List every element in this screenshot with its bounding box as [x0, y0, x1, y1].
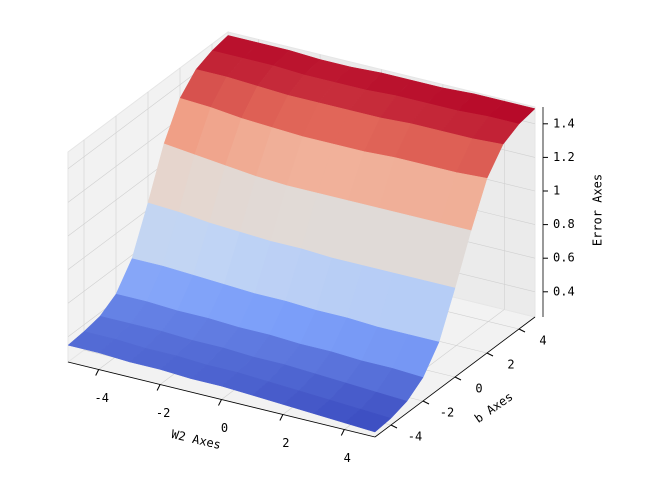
x-tick [156, 384, 161, 391]
y-tick [518, 328, 526, 333]
z-tick-label: 1.2 [553, 150, 575, 164]
z-tick-label: 1.4 [553, 116, 575, 130]
z-axis-label: Error Axes [591, 174, 605, 246]
y-tick-label: 0 [475, 382, 482, 396]
z-tick-label: 0.4 [553, 284, 575, 298]
x-tick-label: 2 [282, 436, 289, 450]
z-tick-label: 0.6 [553, 251, 575, 265]
y-tick-label: 4 [539, 334, 546, 348]
y-tick [390, 424, 398, 429]
y-tick-label: 2 [507, 358, 514, 372]
x-tick-label: -2 [156, 406, 170, 420]
x-tick [95, 369, 100, 376]
z-tick-label: 0.8 [553, 217, 575, 231]
surface-patch [343, 408, 392, 433]
x-tick-label: 0 [221, 421, 228, 435]
z-tick-label: 1 [553, 184, 560, 198]
y-tick [454, 376, 462, 381]
y-tick [422, 400, 430, 405]
x-tick [340, 429, 345, 436]
x-axis-label: W2 Axes [170, 427, 222, 452]
x-tick-label: -4 [94, 391, 108, 405]
y-tick [486, 352, 494, 357]
x-tick [218, 399, 222, 406]
x-tick [279, 414, 284, 421]
x-tick-label: 4 [344, 451, 351, 465]
y-tick-label: -4 [408, 430, 422, 444]
y-tick-label: -2 [440, 406, 454, 420]
